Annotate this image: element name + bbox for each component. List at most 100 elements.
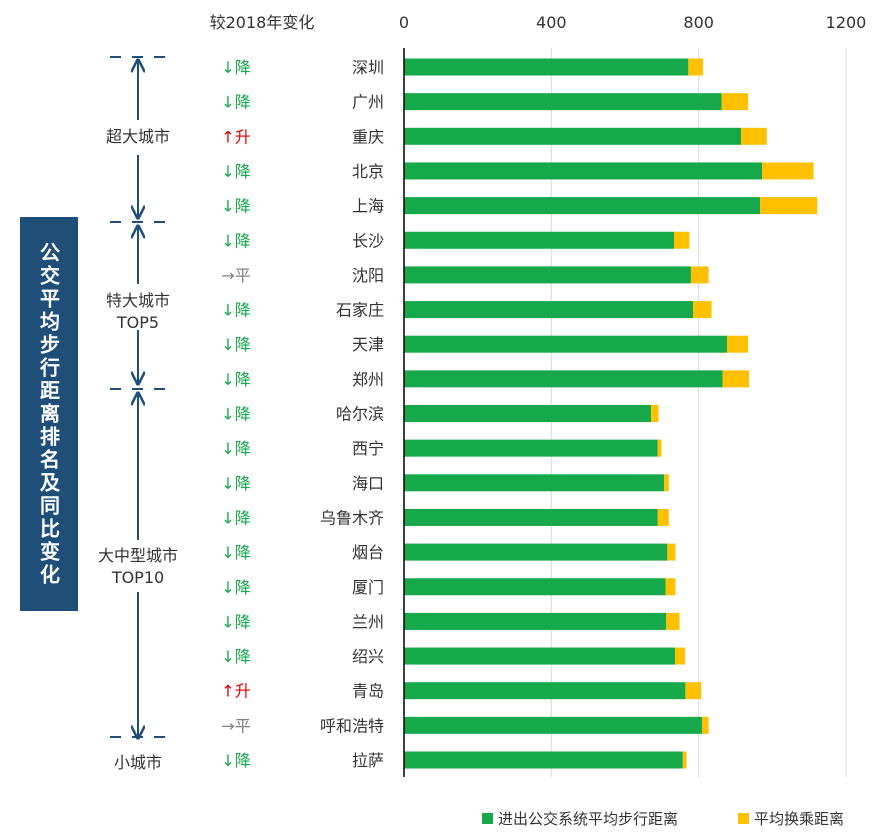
bar-transfer [666, 612, 680, 630]
bar-walk [404, 439, 658, 457]
category-label: 沈阳 [352, 266, 384, 285]
category-label: 广州 [352, 93, 384, 112]
change-indicator: ↓降 [221, 370, 250, 389]
bar-transfer [727, 335, 749, 353]
bar-transfer [741, 127, 767, 145]
change-indicator: ↓降 [221, 578, 250, 597]
group-label: 特大城市 [106, 291, 170, 310]
category-label: 厦门 [352, 578, 384, 597]
change-indicator: →平 [221, 716, 250, 735]
bar-walk [404, 301, 694, 319]
bar-transfer [693, 301, 712, 319]
bar-walk [404, 266, 691, 284]
bar-walk [404, 405, 652, 422]
bar-transfer [665, 578, 676, 596]
x-tick-label: 0 [399, 13, 409, 32]
change-indicator: ↓降 [221, 58, 250, 77]
bar-transfer [682, 751, 687, 769]
bar-transfer [664, 474, 669, 492]
bar-walk [404, 716, 702, 734]
x-tick-label: 800 [683, 13, 714, 32]
bar-walk [404, 197, 761, 215]
group-label: 大中型城市 [98, 546, 178, 565]
change-indicator: ↓降 [221, 231, 250, 250]
bar-transfer [667, 543, 676, 561]
category-label: 海口 [352, 474, 384, 493]
bar-transfer [675, 647, 686, 665]
bar-transfer [688, 58, 704, 76]
bar-transfer [657, 508, 669, 526]
bar-transfer [722, 370, 750, 388]
bar-transfer [673, 231, 690, 249]
legend-label-walk: 进出公交系统平均步行距离 [498, 810, 678, 828]
bar-transfer [657, 439, 662, 457]
bar-walk [404, 474, 665, 492]
bar-transfer [721, 93, 749, 111]
category-label: 上海 [352, 197, 384, 216]
category-label: 兰州 [352, 612, 384, 631]
category-label: 北京 [352, 162, 384, 181]
change-indicator: ↓降 [221, 197, 250, 216]
category-label: 拉萨 [352, 751, 384, 770]
change-indicator: ↑升 [221, 682, 250, 701]
bar-walk [404, 370, 723, 388]
change-indicator: ↓降 [221, 647, 250, 666]
legend-label-transfer: 平均换乘距离 [754, 810, 844, 828]
category-label: 西宁 [352, 439, 384, 458]
group-label: TOP10 [111, 568, 164, 587]
category-label: 乌鲁木齐 [320, 508, 384, 527]
change-indicator: ↓降 [221, 439, 250, 458]
bar-walk [404, 335, 728, 353]
change-indicator: ↓降 [221, 405, 250, 424]
bar-walk [404, 508, 658, 526]
bar-walk [404, 612, 667, 630]
change-indicator: ↓降 [221, 543, 250, 562]
category-label: 长沙 [352, 231, 384, 250]
change-indicator: ↓降 [221, 508, 250, 527]
group-label: 超大城市 [106, 127, 170, 146]
bar-transfer [760, 197, 818, 215]
group-label: TOP5 [116, 313, 159, 332]
category-label: 深圳 [352, 58, 384, 77]
legend-swatch-transfer [738, 813, 749, 824]
change-indicator: ↓降 [221, 162, 250, 181]
change-indicator: ↓降 [221, 301, 250, 320]
change-indicator: ↓降 [221, 751, 250, 770]
change-indicator: ↓降 [221, 474, 250, 493]
change-indicator: →平 [221, 266, 250, 285]
category-label: 天津 [352, 335, 384, 354]
change-indicator: ↓降 [221, 612, 250, 631]
bar-walk [404, 93, 722, 111]
category-label: 青岛 [352, 682, 384, 701]
bar-transfer [762, 162, 814, 180]
bar-transfer [690, 266, 709, 284]
category-label: 绍兴 [352, 647, 384, 666]
bar-walk [404, 127, 742, 145]
bar-transfer [701, 716, 709, 734]
change-indicator: ↓降 [221, 335, 250, 354]
vertical-title-box: 公交平均步行距离排名及同比变化 [20, 217, 78, 611]
bar-walk [404, 578, 666, 596]
bar-transfer [685, 682, 702, 700]
bar-transfer [651, 405, 659, 422]
bar-walk [404, 58, 689, 76]
bar-walk [404, 231, 674, 249]
bar-walk [404, 751, 683, 769]
change-header: 较2018年变化 [210, 13, 315, 32]
change-indicator: ↓降 [221, 93, 250, 112]
bar-walk [404, 647, 676, 665]
bar-walk [404, 682, 686, 700]
category-label: 郑州 [352, 370, 384, 389]
x-tick-label: 1200 [826, 13, 867, 32]
x-tick-label: 400 [536, 13, 567, 32]
category-label: 哈尔滨 [336, 405, 384, 424]
vertical-title: 公交平均步行距离排名及同比变化 [36, 241, 61, 587]
category-label: 烟台 [352, 543, 384, 562]
bar-walk [404, 162, 763, 180]
group-label: 小城市 [114, 753, 162, 772]
category-label: 重庆 [352, 127, 384, 146]
change-indicator: ↑升 [221, 127, 250, 146]
bar-walk [404, 543, 668, 561]
